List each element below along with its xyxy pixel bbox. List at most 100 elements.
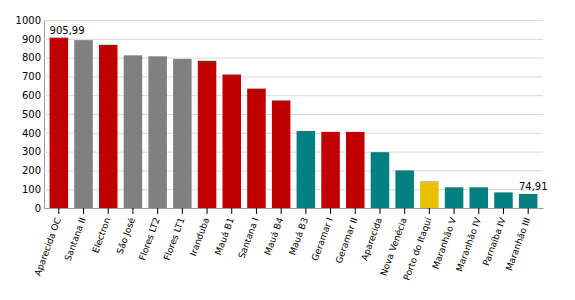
grid-line xyxy=(44,189,543,190)
x-tick-label: Santana I xyxy=(237,216,261,260)
x-tick: Geramar II xyxy=(334,208,360,265)
tick-mark xyxy=(478,208,479,214)
x-tick-label: Porto do Itaqui xyxy=(402,216,434,281)
tick-mark xyxy=(256,208,257,214)
x-tick-label: Mauá B1 xyxy=(213,216,236,256)
tick-mark xyxy=(108,208,109,214)
x-tick: Mauá B4 xyxy=(262,208,285,257)
x-tick: Porto do Itaqui xyxy=(402,208,434,282)
bar xyxy=(445,187,464,208)
value-labels: 905,99 74,91 xyxy=(50,25,548,192)
x-tick: Flores LT1 xyxy=(162,208,187,262)
tick-mark xyxy=(182,208,183,214)
bar xyxy=(198,61,217,208)
y-tick-label: 500 xyxy=(22,109,41,120)
x-tick: Aparecida xyxy=(359,208,384,262)
x-tick-label: Mauá B3 xyxy=(287,216,310,256)
x-tick-label: Flores LT1 xyxy=(162,216,187,262)
grid-line xyxy=(44,208,543,209)
x-tick: Iranduba xyxy=(188,208,211,257)
x-tick: Maranhão V xyxy=(430,208,458,270)
y-tick-label: 1000 xyxy=(16,15,41,26)
bar xyxy=(297,131,316,208)
y-tick-label: 700 xyxy=(22,71,41,82)
grid-line xyxy=(44,133,543,134)
tick-mark xyxy=(404,208,405,214)
tick-mark xyxy=(379,208,380,214)
bar xyxy=(321,132,340,208)
tick-mark xyxy=(330,208,331,214)
x-tick-label: Iranduba xyxy=(188,216,211,257)
plot: 01002003004005006007008009001000Aparecid… xyxy=(16,15,548,282)
bar xyxy=(395,170,414,208)
bar xyxy=(371,152,390,208)
y-tick-label: 100 xyxy=(22,184,41,195)
x-tick-label: Aparecida OC xyxy=(33,216,63,277)
y-tick: 1000 xyxy=(16,15,543,26)
x-tick-label: Electron xyxy=(90,216,112,254)
grid-line xyxy=(44,152,543,153)
bar xyxy=(247,89,266,208)
y-tick-label: 400 xyxy=(22,128,41,139)
grid-line xyxy=(44,20,543,21)
tick-mark xyxy=(157,208,158,214)
x-tick-label: Maranhão III xyxy=(504,216,532,272)
bars xyxy=(50,38,538,208)
grid-line xyxy=(44,95,543,96)
y-axis: 01002003004005006007008009001000 xyxy=(16,15,543,214)
x-tick: Santana II xyxy=(63,208,88,262)
bar xyxy=(173,59,192,208)
grid-line xyxy=(44,170,543,171)
bar xyxy=(222,75,241,208)
chart: 01002003004005006007008009001000Aparecid… xyxy=(0,0,575,300)
x-tick-label: Maranhão V xyxy=(430,215,458,270)
bar xyxy=(346,132,365,208)
x-tick: Parnaíba IV xyxy=(481,208,508,267)
x-tick: Maranhão IV xyxy=(454,208,483,273)
bar xyxy=(99,45,118,208)
tick-mark xyxy=(305,208,306,214)
y-tick-label: 0 xyxy=(35,203,41,214)
y-tick-label: 800 xyxy=(22,52,41,63)
x-tick-label: Geramar I xyxy=(310,216,335,262)
y-tick-label: 600 xyxy=(22,90,41,101)
x-tick-label: Aparecida xyxy=(359,216,384,262)
grid-line xyxy=(44,39,543,40)
bar xyxy=(420,181,439,208)
x-tick: Nova Venécia xyxy=(379,208,409,277)
tick-mark xyxy=(132,208,133,214)
x-tick: Maranhão III xyxy=(504,208,532,272)
x-tick: São José xyxy=(115,208,138,255)
x-tick: Mauá B3 xyxy=(287,208,310,257)
tick-mark xyxy=(429,208,430,214)
x-tick-label: Santana II xyxy=(63,216,88,262)
x-tick-label: Flores LT2 xyxy=(137,216,162,262)
x-axis: Aparecida OCSantana IIElectronSão JoséFl… xyxy=(33,208,544,282)
x-tick: Mauá B1 xyxy=(213,208,236,257)
bar xyxy=(519,194,538,208)
bar xyxy=(148,56,167,208)
x-tick-label: Maranhão IV xyxy=(454,215,483,272)
grid-line xyxy=(44,76,543,77)
x-tick-label: São José xyxy=(115,216,138,256)
tick-mark xyxy=(355,208,356,214)
grid-line xyxy=(44,114,543,115)
value-label: 74,91 xyxy=(519,181,548,192)
tick-mark xyxy=(231,208,232,214)
x-tick: Santana I xyxy=(237,208,261,260)
x-axis-line xyxy=(45,208,544,209)
y-tick: 900 xyxy=(22,34,543,45)
tick-mark xyxy=(454,208,455,214)
x-tick-label: Geramar II xyxy=(334,216,360,264)
x-tick: Aparecida OC xyxy=(33,208,63,277)
bar xyxy=(272,100,291,208)
bar xyxy=(124,55,143,208)
tick-mark xyxy=(207,208,208,214)
tick-mark xyxy=(528,208,529,214)
value-label: 905,99 xyxy=(50,25,85,36)
bar xyxy=(50,38,69,208)
bar xyxy=(74,40,93,208)
x-tick: Flores LT2 xyxy=(137,208,162,262)
y-tick-label: 300 xyxy=(22,146,41,157)
tick-mark xyxy=(58,208,59,214)
